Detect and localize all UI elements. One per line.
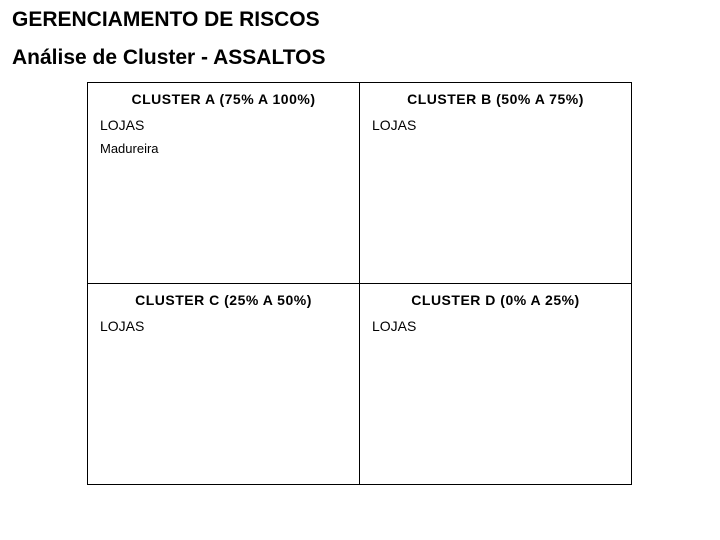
grid-row: CLUSTER C (25% A 50%) LOJAS CLUSTER D (0… (88, 283, 631, 484)
cluster-subheading: LOJAS (98, 318, 349, 334)
page-title-2: Análise de Cluster - ASSALTOS (12, 46, 708, 70)
cluster-header: CLUSTER D (0% A 25%) (370, 292, 621, 308)
cluster-cell-d: CLUSTER D (0% A 25%) LOJAS (359, 284, 631, 484)
cluster-header: CLUSTER A (75% A 100%) (98, 91, 349, 107)
grid-row: CLUSTER A (75% A 100%) LOJAS Madureira C… (88, 83, 631, 283)
cluster-grid: CLUSTER A (75% A 100%) LOJAS Madureira C… (87, 82, 632, 485)
cluster-subheading: LOJAS (370, 318, 621, 334)
cluster-cell-c: CLUSTER C (25% A 50%) LOJAS (88, 284, 359, 484)
cluster-header: CLUSTER C (25% A 50%) (98, 292, 349, 308)
cluster-subheading: LOJAS (370, 117, 621, 133)
cluster-subheading: LOJAS (98, 117, 349, 133)
page-title-1: GERENCIAMENTO DE RISCOS (12, 8, 708, 32)
cluster-header: CLUSTER B (50% A 75%) (370, 91, 621, 107)
cluster-item: Madureira (98, 141, 349, 156)
cluster-cell-b: CLUSTER B (50% A 75%) LOJAS (359, 83, 631, 283)
cluster-cell-a: CLUSTER A (75% A 100%) LOJAS Madureira (88, 83, 359, 283)
